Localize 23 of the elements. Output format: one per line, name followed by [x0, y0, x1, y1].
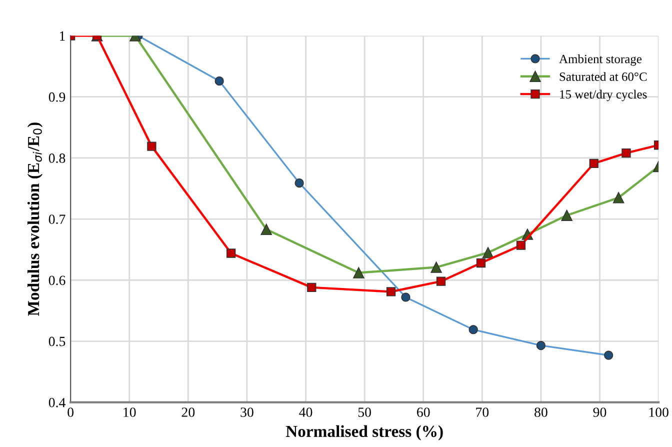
- y-tick-label: 0.5: [48, 336, 66, 346]
- legend-label: Ambient storage: [559, 54, 642, 66]
- y-tick-label: 0.8: [48, 154, 66, 163]
- y-tick-label: 0.4: [48, 398, 66, 408]
- legend-label: Saturated at 60°C: [560, 72, 647, 81]
- x-tick-label: 100: [649, 408, 668, 417]
- x-tick-label: 10: [124, 408, 136, 417]
- y-tick-label: 0.6: [48, 276, 66, 286]
- y-tick-label: 0.9: [48, 92, 66, 102]
- x-tick-label: 80: [534, 408, 548, 417]
- x-tick-label: 70: [476, 408, 489, 417]
- legend-label: 15 wet/dry cycles: [560, 90, 647, 102]
- y-axis-title: Modulus evolution (E$_{σi}$/E$_{0}$): [27, 122, 43, 316]
- x-tick-label: 60: [417, 408, 430, 417]
- x-tick-label: 0: [68, 408, 74, 417]
- x-tick-label: 40: [299, 408, 312, 417]
- y-tick-label: 0.7: [48, 214, 66, 224]
- x-tick-label: 30: [240, 408, 254, 417]
- x-tick-label: 90: [593, 408, 606, 417]
- x-axis-title: Normalised stress (%): [286, 425, 443, 440]
- x-tick-label: 50: [358, 408, 371, 417]
- y-tick-label: 1: [60, 31, 65, 41]
- x-tick-label: 20: [182, 408, 195, 417]
